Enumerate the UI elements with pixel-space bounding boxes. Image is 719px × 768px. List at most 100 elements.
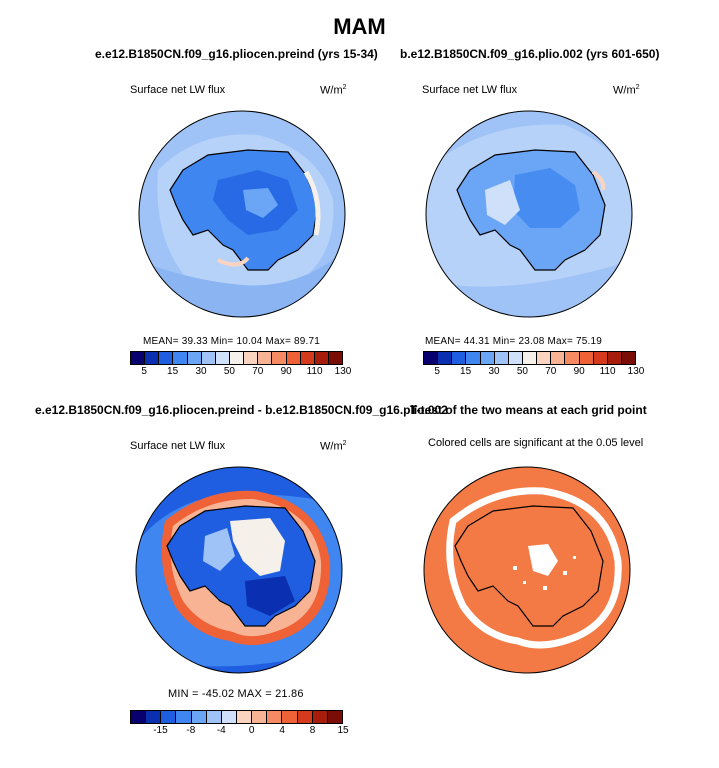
panel4-note: Colored cells are significant at the 0.0… — [428, 437, 644, 449]
panel2-coastal-warm — [591, 170, 606, 191]
panel1-colorbar-tick-label: 50 — [223, 366, 235, 377]
panel4-title: T-test of the two means at each grid poi… — [410, 403, 647, 417]
panel1-colorbar-swatch — [159, 352, 174, 364]
panel1-stats: MEAN= 39.33 Min= 10.04 Max= 89.71 — [143, 336, 320, 347]
panel3-colorbar-swatch — [267, 711, 283, 723]
panel3-colorbar-tick-label: 4 — [279, 725, 285, 736]
panel3-ocean-dark — [136, 467, 342, 546]
panel3-ice-white — [230, 518, 285, 576]
panel3-colorbar-swatch — [191, 711, 207, 723]
panel4-nonsignificant-patch — [528, 544, 558, 576]
panel3-colorbar-swatch — [297, 711, 313, 723]
panel3-colorbar-swatch — [327, 711, 342, 723]
panel1-colorbar-swatch — [229, 352, 245, 364]
panel3-colorbar-swatch — [312, 711, 328, 723]
panel3-map-border — [135, 466, 343, 674]
panel3-colorbar-swatch — [252, 711, 268, 723]
panel2-colorbar-swatch — [537, 352, 552, 364]
panel2-colorbar-swatch — [424, 352, 439, 364]
panel1-ice-light — [243, 188, 278, 218]
panel1-case-title: e.e12.B1850CN.f09_g16.pliocen.preind (yr… — [95, 47, 378, 61]
panel2-map — [425, 110, 633, 318]
panel3-units: W/m2 — [320, 440, 347, 453]
panel2-colorbar-swatch — [579, 352, 594, 364]
panel2-colorbar-swatch — [480, 352, 495, 364]
panel2-colorbar-swatch — [522, 352, 538, 364]
panel3-map — [135, 466, 343, 674]
panel3-colorbar — [130, 710, 343, 724]
panel1-colorbar-swatch — [215, 352, 230, 364]
panel2-case-title: b.e12.B1850CN.f09_g16.plio.002 (yrs 601-… — [400, 47, 660, 61]
panel4-map — [423, 466, 631, 674]
panel1-colorbar-tick-label: 130 — [334, 366, 352, 377]
panel3-colorbar-swatch — [282, 711, 298, 723]
panel2-map-border — [425, 110, 633, 318]
panel3-colorbar-swatch — [236, 711, 253, 723]
panel3-colorbar-tick-label: 0 — [248, 725, 255, 736]
panel2-colorbar-swatch — [438, 352, 453, 364]
panel3-ice-dark — [245, 576, 295, 616]
panel1-colorbar-swatch — [314, 352, 329, 364]
panel2-colorbar-swatch — [466, 352, 481, 364]
panel1-map-border — [138, 110, 346, 318]
panel2-colorbar-swatch — [452, 352, 467, 364]
panel3-case-title: e.e12.B1850CN.f09_g16.pliocen.preind - b… — [35, 403, 448, 417]
panel2-colorbar-tick-label: 130 — [627, 366, 645, 377]
panel3-colorbar-swatch — [131, 711, 147, 723]
panel1-colorbar-swatch — [272, 352, 287, 364]
panel2-colorbar-tick-label: 110 — [599, 366, 616, 377]
panel1-colorbar-tick-label: 70 — [252, 366, 264, 377]
panel1-colorbar-tick-label: 30 — [195, 366, 207, 377]
panel1-colorbar-swatch — [328, 352, 343, 364]
panel3-colorbar-tick-label: 8 — [309, 725, 316, 736]
panel1-colorbar-ticks: 5 15 30 50 70 90 110 130 — [130, 366, 351, 380]
panel3-colorbar-tick-label: 15 — [337, 725, 349, 736]
panel1-colorbar-tick-label: 90 — [280, 366, 292, 377]
panel1-colorbar-swatch — [201, 352, 216, 364]
panel2-colorbar-swatch — [621, 352, 636, 364]
panel3-field-label: Surface net LW flux — [130, 440, 226, 452]
panel2-colorbar — [423, 351, 636, 365]
panel3-colorbar-tick-label: -8 — [186, 725, 196, 736]
panel2-ice-interior — [513, 168, 580, 228]
panel3-colorbar-swatch — [161, 711, 177, 723]
panel1-coastal-warm2 — [217, 256, 250, 267]
panel2-colorbar-tick-label: 50 — [516, 366, 528, 377]
panel3-ice-light — [203, 528, 235, 571]
panel1-ocean-shade — [139, 250, 345, 317]
panel1-colorbar-swatch — [258, 352, 273, 364]
panel4-nonsignificant-dots — [513, 556, 576, 590]
panel2-ocean-band — [426, 111, 632, 190]
panel3-colorbar-swatch — [176, 711, 192, 723]
panel2-colorbar-tick-label: 5 — [434, 366, 440, 377]
panel1-colorbar-swatch — [173, 352, 188, 364]
panel3-colorbar-tick-label: -4 — [216, 725, 226, 736]
panel3-colorbar-swatch — [206, 711, 222, 723]
panel1-colorbar-tick-label: 5 — [141, 366, 147, 377]
panel1-colorbar-swatch — [131, 352, 146, 364]
panel3-colorbar-tick-label: -15 — [153, 725, 168, 736]
panel1-colorbar-tick-label: 110 — [306, 366, 323, 377]
panel2-colorbar-swatch — [494, 352, 509, 364]
panel2-colorbar-swatch — [551, 352, 566, 364]
panel1-colorbar — [130, 351, 343, 365]
panel3-colorbar-ticks: -15 -8 -4 0 4 8 15 — [130, 725, 348, 739]
panel1-colorbar-swatch — [300, 352, 315, 364]
panel4-antarctica — [454, 505, 604, 627]
panel1-colorbar-tick-label: 15 — [167, 366, 179, 377]
figure-title: MAM — [333, 14, 386, 39]
panel2-colorbar-swatch — [593, 352, 608, 364]
panel2-colorbar-ticks: 5 15 30 50 70 90 110 130 — [423, 366, 644, 380]
panel1-units: W/m2 — [320, 84, 347, 97]
panel1-coastal-warm — [303, 170, 321, 236]
panel1-colorbar-swatch — [244, 352, 259, 364]
panel1-colorbar-swatch — [286, 352, 301, 364]
panel1-field-label: Surface net LW flux — [130, 84, 226, 96]
panel2-field-label: Surface net LW flux — [422, 84, 518, 96]
panel4-nonsignificant-ring — [446, 487, 622, 649]
panel2-colorbar-tick-label: 70 — [545, 366, 557, 377]
panel2-ice-light — [485, 180, 520, 225]
panel2-colorbar-tick-label: 15 — [460, 366, 472, 377]
panel1-colorbar-swatch — [187, 352, 202, 364]
panel3-colorbar-swatch — [221, 711, 237, 723]
